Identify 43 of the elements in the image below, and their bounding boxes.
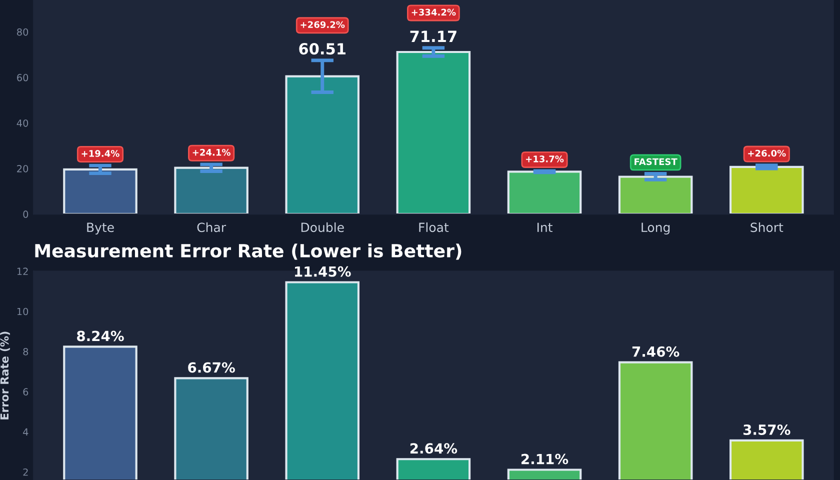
bar xyxy=(63,168,138,214)
annotation: +24.1% xyxy=(192,148,230,156)
annotation: +13.7% xyxy=(526,156,564,162)
y-tick-label: 40 xyxy=(16,119,28,127)
data-label: 71.17 xyxy=(410,30,456,42)
x-tick-label: Byte xyxy=(87,222,114,235)
bar xyxy=(730,166,804,214)
data-label: 6.67% xyxy=(188,362,235,373)
y-tick-label: 12 xyxy=(17,268,28,275)
y-tick-label: 80 xyxy=(17,28,28,36)
y-axis-title: Error Rate (%) xyxy=(0,332,10,420)
x-tick-label: Double xyxy=(301,222,344,232)
y-tick-label: 4 xyxy=(23,428,28,436)
x-tick-label: Long xyxy=(642,222,670,235)
bar xyxy=(174,166,248,214)
y-tick-label: 6 xyxy=(23,388,28,396)
data-label: 3.57% xyxy=(743,424,790,435)
y-tick-label: 60 xyxy=(17,74,28,82)
annotation: +26.0% xyxy=(748,150,786,157)
y-tick-label: 2 xyxy=(23,468,28,476)
bar xyxy=(285,75,360,214)
x-tick-label: Short xyxy=(750,222,784,232)
y-tick-label: 20 xyxy=(17,165,28,172)
y-tick-label: 10 xyxy=(17,308,28,316)
y-tick-label: 0 xyxy=(23,210,28,218)
chart-title: Measurement Error Rate (Lower is Better) xyxy=(35,244,462,260)
data-label: 11.45% xyxy=(295,266,351,277)
data-label: 60.51 xyxy=(299,43,346,55)
annotation: +334.2% xyxy=(412,8,456,16)
data-label: 2.11% xyxy=(522,454,568,464)
data-label: 8.24% xyxy=(76,330,124,342)
data-label: 2.64% xyxy=(410,443,458,454)
x-tick-label: Float xyxy=(419,222,449,232)
x-tick-label: Int xyxy=(537,222,552,232)
y-tick-label: 8 xyxy=(23,348,28,356)
data-label: 7.46% xyxy=(632,346,680,357)
x-tick-label: Char xyxy=(197,222,226,232)
annotation: +19.4% xyxy=(82,150,120,157)
annotation: FASTEST xyxy=(634,158,678,166)
bar xyxy=(396,50,471,214)
bar xyxy=(507,170,582,214)
bar xyxy=(618,176,693,214)
annotation: +269.2% xyxy=(300,21,345,28)
